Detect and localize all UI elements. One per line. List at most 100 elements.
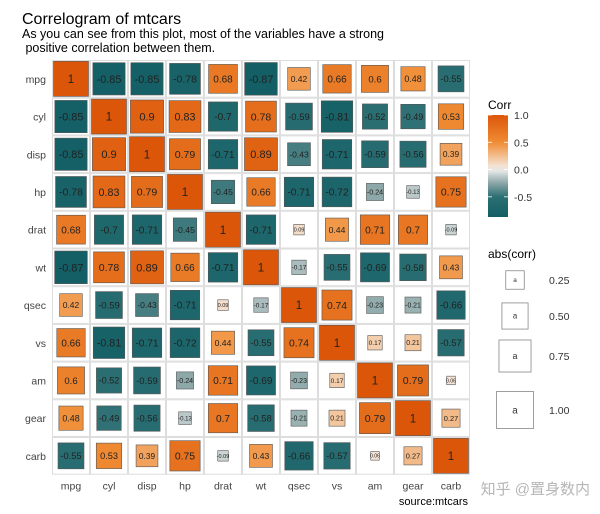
cell-square xyxy=(94,214,124,245)
cell-border xyxy=(52,323,90,362)
cell-square xyxy=(208,64,238,94)
cell-value-label: -0.66 xyxy=(440,301,463,312)
cell-square xyxy=(244,62,278,96)
cell-border xyxy=(242,437,280,475)
cell-value-label: 0.48 xyxy=(62,413,79,423)
cell-border xyxy=(242,173,280,211)
cell-value-label: -0.13 xyxy=(406,190,420,196)
cell-square xyxy=(366,183,384,201)
cell-square xyxy=(436,290,466,320)
cell-border xyxy=(128,437,166,475)
y-tick-label: cyl xyxy=(33,112,46,124)
cell-value-label: -0.72 xyxy=(173,338,197,349)
cell-value-label: 0.68 xyxy=(61,225,81,236)
cell-border xyxy=(166,323,204,362)
cell-value-label: -0.69 xyxy=(364,263,387,274)
cell-value-label: 0.44 xyxy=(215,338,232,348)
cell-border xyxy=(52,286,90,324)
cell-border xyxy=(318,97,356,136)
cell-border xyxy=(204,399,242,437)
cell-value-label: -0.7 xyxy=(100,225,118,236)
cell-border xyxy=(128,97,166,136)
cell-border xyxy=(52,437,90,475)
cell-square xyxy=(217,299,229,311)
cell-border xyxy=(52,210,90,249)
cell-border xyxy=(166,173,204,211)
cell-value-label: 0.21 xyxy=(330,416,344,423)
cell-value-label: -0.21 xyxy=(405,303,421,310)
cell-border xyxy=(394,173,432,211)
cell-value-label: 0.53 xyxy=(100,451,118,461)
cell-square xyxy=(361,64,389,93)
cell-square xyxy=(320,100,354,133)
cell-border xyxy=(166,286,204,324)
cell-value-label: 0.83 xyxy=(175,111,196,123)
cell-border xyxy=(356,97,394,136)
cell-border xyxy=(356,173,394,211)
cell-value-label: -0.49 xyxy=(99,413,119,423)
x-tick-label: mpg xyxy=(61,481,82,493)
cell-border xyxy=(356,286,394,324)
size-legend-glyph: a xyxy=(513,351,518,361)
cell-border xyxy=(204,173,242,211)
cell-value-label: 1 xyxy=(144,149,150,161)
cell-value-label: -0.59 xyxy=(364,150,386,161)
chart-subtitle-line-2: positive correlation between them. xyxy=(22,41,215,55)
cell-value-label: 0.39 xyxy=(139,451,156,461)
cell-border xyxy=(242,248,280,287)
cell-square xyxy=(217,450,229,462)
cell-border xyxy=(432,60,470,98)
cell-square xyxy=(244,137,278,172)
cell-value-label: 0.74 xyxy=(289,338,309,349)
size-legend-glyph: a xyxy=(513,312,518,321)
cell-value-label: -0.57 xyxy=(440,337,461,348)
cell-border xyxy=(242,323,280,362)
cell-value-label: -0.87 xyxy=(59,262,84,274)
cell-square xyxy=(437,329,465,357)
cell-value-label: 0.78 xyxy=(99,262,120,274)
cell-border xyxy=(204,323,242,362)
cell-value-label: 0.6 xyxy=(368,74,381,85)
cell-value-label: -0.24 xyxy=(367,189,383,197)
cell-border xyxy=(432,173,470,211)
x-tick-label: qsec xyxy=(288,481,310,493)
cell-square xyxy=(246,177,276,207)
cell-border xyxy=(280,361,318,400)
y-tick-label: drat xyxy=(28,225,46,237)
cell-border xyxy=(52,135,90,174)
cell-value-label: -0.69 xyxy=(250,376,273,387)
cell-border xyxy=(280,399,318,437)
cell-square xyxy=(361,140,389,168)
x-tick-label: carb xyxy=(441,481,462,493)
cell-square xyxy=(133,366,161,395)
cell-value-label: -0.7 xyxy=(214,112,232,123)
cell-square xyxy=(131,214,163,245)
cell-value-label: 0.74 xyxy=(327,301,347,312)
cell-value-label: -0.58 xyxy=(250,414,272,425)
cell-border xyxy=(432,135,470,174)
cell-square xyxy=(243,249,279,286)
cell-border xyxy=(166,437,204,475)
cell-value-label: 0.75 xyxy=(441,188,461,199)
cell-border xyxy=(52,399,90,437)
cell-border xyxy=(356,210,394,249)
cell-value-label: 1 xyxy=(448,451,454,463)
cell-value-label: 0.89 xyxy=(250,149,271,161)
cell-border xyxy=(394,286,432,324)
colorbar xyxy=(488,115,508,217)
cell-value-label: 1 xyxy=(182,187,188,199)
x-tick-label: vs xyxy=(332,481,343,493)
cell-value-label: -0.09 xyxy=(217,454,230,460)
cell-value-label: -0.23 xyxy=(291,378,307,385)
size-legend-key xyxy=(505,270,525,290)
colorbar-tick-label: 0.5 xyxy=(514,137,529,149)
y-tick-label: hp xyxy=(34,187,46,199)
cell-value-label: 0.09 xyxy=(218,303,229,309)
cell-border xyxy=(90,323,128,362)
cell-value-label: -0.72 xyxy=(325,188,349,199)
cell-value-label: -0.85 xyxy=(97,74,122,86)
cell-value-label: 0.6 xyxy=(64,376,77,387)
cell-square xyxy=(400,66,426,92)
cell-square xyxy=(283,176,315,207)
chart-caption: source:mtcars xyxy=(399,496,469,508)
